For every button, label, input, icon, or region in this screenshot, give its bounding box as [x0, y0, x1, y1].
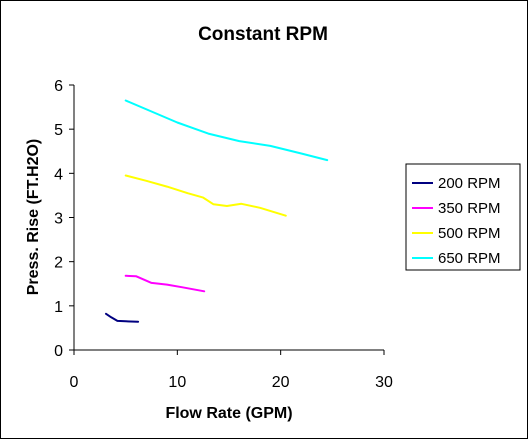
y-tick-label: 2	[54, 255, 63, 272]
y-tick-label: 6	[54, 78, 63, 95]
series-line-200-rpm	[105, 312, 140, 323]
series-line-500-rpm	[124, 174, 287, 217]
x-tick-label: 30	[375, 374, 393, 391]
legend-label: 500 RPM	[438, 225, 501, 242]
series-line-350-rpm	[124, 274, 206, 293]
y-tick-label: 5	[54, 122, 63, 139]
y-axis-label: Press. Rise (FT.H2O)	[25, 139, 42, 296]
series-group	[105, 99, 329, 323]
series-line-650-rpm	[124, 99, 329, 162]
y-tick-label: 3	[54, 211, 63, 228]
x-tick-label: 0	[70, 374, 79, 391]
legend-label: 650 RPM	[438, 250, 501, 267]
x-tick-label: 10	[168, 374, 186, 391]
tick-group: 0 1 2 3 4 5 6 0 10 20 30	[54, 78, 393, 391]
chart-title: Constant RPM	[198, 24, 328, 45]
legend: 200 RPM 350 RPM 500 RPM 650 RPM	[405, 163, 521, 271]
x-axis-label: Flow Rate (GPM)	[165, 405, 292, 422]
y-tick-label: 1	[54, 299, 63, 316]
y-tick-label: 4	[54, 166, 63, 183]
legend-box	[405, 163, 521, 271]
legend-label: 350 RPM	[438, 200, 501, 217]
y-tick-label: 0	[54, 343, 63, 360]
axes	[73, 85, 384, 351]
legend-label: 200 RPM	[438, 175, 501, 192]
x-tick-label: 20	[272, 374, 290, 391]
